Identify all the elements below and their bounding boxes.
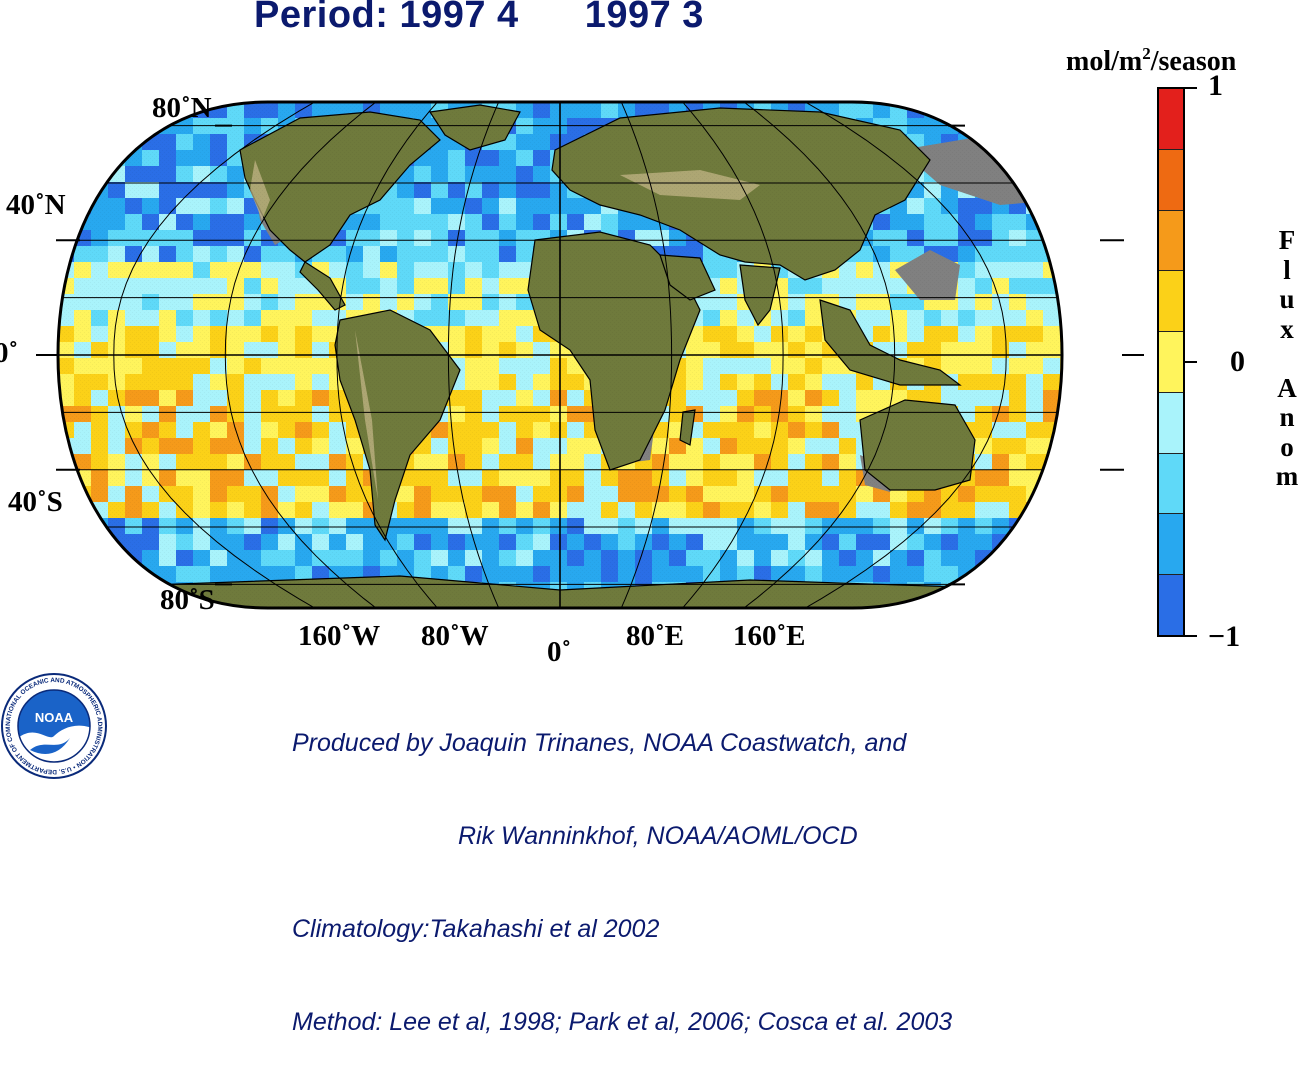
colorbar-min-label: −1: [1208, 620, 1241, 653]
lat-ticks: [36, 124, 1144, 586]
credit-line: Rik Wanninkhof, NOAA/AOML/OCD: [458, 822, 858, 850]
colorbar-unit: mol/m2/season: [1066, 44, 1237, 77]
vertical-label-char: A: [1277, 372, 1297, 403]
lon-label-160e: 160˚E: [733, 620, 806, 652]
lon-label-80e: 80˚E: [626, 620, 684, 652]
noaa-logo: NATIONAL OCEANIC AND ATMOSPHERIC ADMINIS…: [0, 672, 107, 779]
flux-anomaly-map: [36, 100, 1144, 610]
credit-line: Produced by Joaquin Trinanes, NOAA Coast…: [292, 729, 907, 757]
vertical-label-char: x: [1280, 313, 1294, 344]
vertical-label-char: n: [1279, 402, 1295, 432]
colorbar-segment: [1159, 149, 1183, 211]
lat-label-80n: 80˚N: [152, 92, 212, 124]
lat-label-40s: 40˚S: [8, 486, 63, 518]
lat-label-40n: 40˚N: [6, 189, 66, 221]
colorbar-tick-max: [1185, 87, 1197, 89]
colorbar: [1157, 87, 1185, 637]
map-title: Period: 1997 4 1997 3: [254, 0, 704, 37]
credits: Produced by Joaquin Trinanes, NOAA Coast…: [292, 666, 952, 1069]
colorbar-segment: [1159, 575, 1183, 636]
vertical-label-char: l: [1283, 254, 1291, 285]
logo-text: NOAA: [35, 710, 74, 725]
vertical-label-char: F: [1278, 225, 1296, 255]
colorbar-tick-min: [1185, 635, 1197, 637]
vertical-label-char: u: [1279, 284, 1295, 314]
lat-label-0: 0˚: [0, 337, 19, 369]
colorbar-segment: [1159, 392, 1183, 454]
colorbar-segment: [1159, 210, 1183, 272]
colorbar-segment: [1159, 453, 1183, 515]
colorbar-max-label: 1: [1208, 69, 1223, 102]
vertical-label-char: m: [1275, 461, 1299, 491]
colorbar-mid-label: 0: [1230, 345, 1245, 378]
colorbar-segment: [1159, 514, 1183, 576]
lon-label-0: 0˚: [547, 636, 572, 668]
colorbar-segment: [1159, 271, 1183, 333]
lon-label-160w: 160˚W: [298, 620, 381, 652]
credit-line: Climatology:Takahashi et al 2002: [292, 915, 660, 943]
lat-label-80s: 80˚S: [160, 584, 215, 616]
colorbar-segment: [1159, 89, 1183, 150]
colorbar-segment: [1159, 332, 1183, 393]
colorbar-tick-mid: [1185, 361, 1197, 363]
vertical-label-char: o: [1280, 431, 1294, 462]
lon-label-80w: 80˚W: [421, 620, 489, 652]
period-label: Period: 1997 4: [254, 0, 519, 36]
credit-line: Method: Lee et al, 1998; Park et al, 200…: [292, 1008, 953, 1036]
period-label-2: 1997 3: [584, 0, 704, 36]
vertical-label-char: [1272, 344, 1301, 374]
